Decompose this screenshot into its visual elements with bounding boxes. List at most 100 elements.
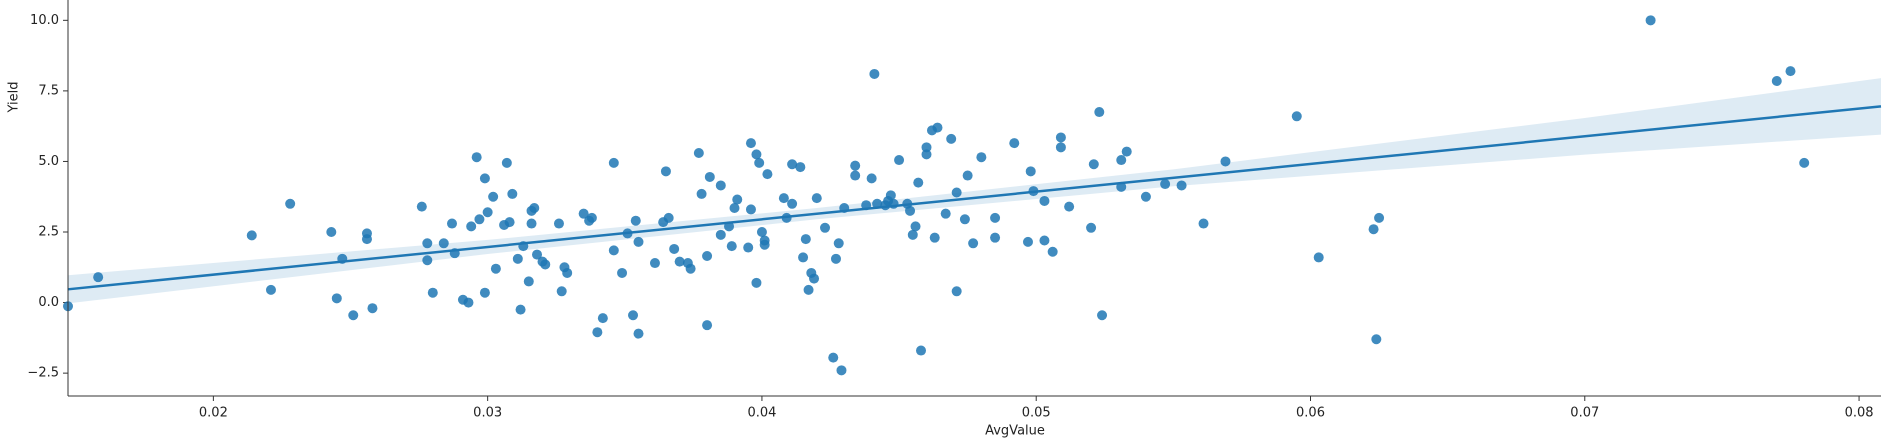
point (578, 208, 589, 219)
point (951, 286, 962, 297)
point (732, 194, 743, 205)
point (751, 277, 762, 288)
y-axis-label: Yield (7, 82, 22, 114)
point (331, 293, 342, 304)
x-tick-label: 0.07 (1570, 406, 1599, 421)
point (787, 159, 798, 170)
point (795, 162, 806, 173)
point (361, 234, 372, 245)
y-tick-label: 10.0 (30, 13, 59, 28)
point (504, 217, 515, 228)
x-tick-label: 0.08 (1845, 406, 1874, 421)
point (633, 328, 644, 339)
point (608, 245, 619, 256)
point (696, 188, 707, 199)
point (704, 171, 715, 182)
point (940, 208, 951, 219)
point (501, 157, 512, 168)
point (715, 180, 726, 191)
x-tick-label: 0.05 (1022, 406, 1051, 421)
point (962, 170, 973, 181)
point (1121, 146, 1132, 157)
point (326, 227, 337, 238)
point (663, 212, 674, 223)
point (586, 212, 597, 223)
point (479, 287, 490, 298)
point (910, 221, 921, 232)
point (756, 227, 767, 238)
point (660, 166, 671, 177)
point (759, 239, 770, 250)
point (1039, 235, 1050, 246)
point (811, 193, 822, 204)
point (885, 190, 896, 201)
point (726, 241, 737, 252)
point (800, 234, 811, 245)
point (617, 267, 628, 278)
point (515, 304, 526, 315)
point (833, 238, 844, 249)
point (913, 177, 924, 188)
point (597, 313, 608, 324)
point (830, 253, 841, 264)
y-tick-label: 7.5 (38, 83, 59, 98)
point (246, 230, 257, 241)
point (1645, 15, 1656, 26)
point (990, 212, 1001, 223)
point (754, 157, 765, 168)
point (1374, 212, 1385, 223)
point (93, 272, 104, 283)
point (976, 152, 987, 163)
point (869, 68, 880, 79)
point (729, 203, 740, 214)
point (416, 201, 427, 212)
point (798, 252, 809, 263)
point (1022, 236, 1033, 247)
point (850, 160, 861, 171)
point (649, 258, 660, 269)
point (916, 345, 927, 356)
point (479, 173, 490, 184)
point (1094, 107, 1105, 118)
point (1368, 224, 1379, 235)
point (968, 238, 979, 249)
point (745, 204, 756, 215)
point (951, 187, 962, 198)
point (762, 169, 773, 180)
point (921, 142, 932, 153)
point (820, 222, 831, 233)
point (1116, 155, 1127, 166)
x-axis-label: AvgValue (985, 424, 1045, 439)
point (512, 253, 523, 264)
point (1064, 201, 1075, 212)
point (959, 214, 970, 225)
point (474, 214, 485, 225)
point (921, 149, 932, 160)
point (1785, 66, 1796, 77)
point (463, 297, 474, 308)
point (1047, 246, 1058, 257)
point (1055, 142, 1066, 153)
point (422, 255, 433, 266)
point (523, 276, 534, 287)
point (894, 155, 905, 166)
point (685, 263, 696, 274)
point (285, 198, 296, 209)
point (702, 251, 713, 262)
point (836, 365, 847, 376)
point (471, 152, 482, 163)
point (1371, 334, 1382, 345)
point (787, 198, 798, 209)
point (850, 170, 861, 181)
point (702, 320, 713, 331)
point (778, 193, 789, 204)
point (1220, 156, 1231, 167)
point (1009, 138, 1020, 149)
point (1176, 180, 1187, 191)
regression-line (67, 105, 1882, 291)
point (1140, 191, 1151, 202)
point (693, 147, 704, 158)
point (803, 284, 814, 295)
point (1771, 76, 1782, 87)
